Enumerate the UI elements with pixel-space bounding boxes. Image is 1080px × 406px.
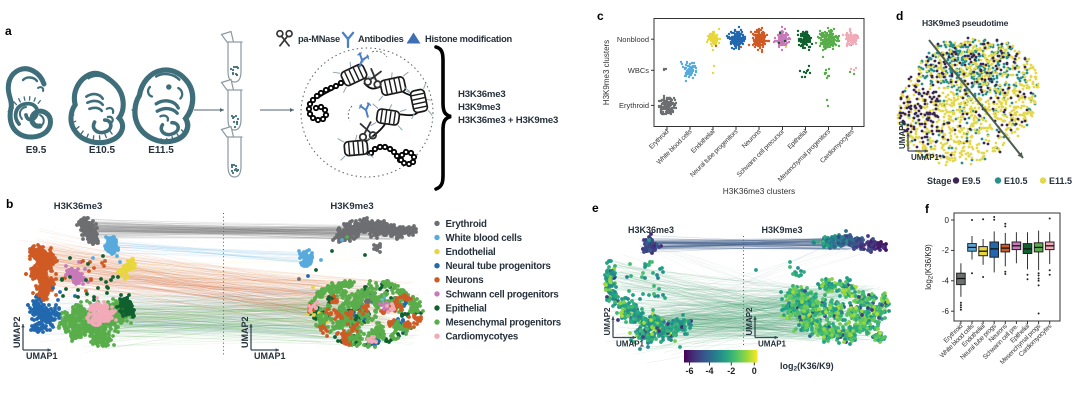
svg-text:b: b (6, 197, 13, 211)
svg-text:UMAP2: UMAP2 (240, 316, 250, 348)
svg-text:Erythroid: Erythroid (619, 101, 649, 110)
svg-text:WBCs: WBCs (628, 66, 649, 75)
svg-text:H3K9me3 clusters: H3K9me3 clusters (602, 40, 611, 105)
svg-text:Epithelial: Epithelial (446, 303, 487, 314)
svg-text:Mesenchymal progenitors: Mesenchymal progenitors (446, 318, 561, 329)
svg-text:E11.5: E11.5 (148, 145, 174, 156)
svg-text:pa-MNase: pa-MNase (298, 34, 340, 44)
svg-text:H3K36me3 + H3K9me3: H3K36me3 + H3K9me3 (458, 115, 558, 126)
svg-text:H3K9me3: H3K9me3 (458, 102, 500, 113)
svg-text:H3K36me3: H3K36me3 (54, 201, 103, 212)
svg-text:Endothelial: Endothelial (446, 247, 496, 258)
svg-text:Histone modification: Histone modification (425, 34, 513, 44)
svg-text:Schwann cell progenitors: Schwann cell progenitors (446, 289, 559, 300)
svg-text:E9.5: E9.5 (26, 145, 47, 156)
svg-text:H3K9me3: H3K9me3 (330, 201, 373, 212)
svg-text:c: c (597, 9, 604, 23)
svg-text:Neurons: Neurons (446, 275, 484, 286)
svg-text:Nonblood: Nonblood (617, 35, 649, 44)
svg-text:H3K36me3 clusters: H3K36me3 clusters (723, 186, 795, 196)
svg-text:Cardiomycotyes: Cardiomycotyes (446, 332, 519, 343)
svg-text:White blood cells: White blood cells (446, 233, 522, 244)
svg-text:Erythroid: Erythroid (446, 219, 488, 230)
svg-text:H3K36me3: H3K36me3 (458, 89, 505, 100)
svg-text:E10.5: E10.5 (89, 145, 116, 156)
svg-text:UMAP1: UMAP1 (26, 351, 58, 361)
svg-text:Neural tube progenitors: Neural tube progenitors (446, 261, 551, 272)
svg-text:UMAP2: UMAP2 (12, 316, 22, 348)
svg-text:UMAP1: UMAP1 (254, 351, 286, 361)
svg-text:Antibodies: Antibodies (358, 34, 404, 44)
svg-text:a: a (5, 24, 12, 38)
